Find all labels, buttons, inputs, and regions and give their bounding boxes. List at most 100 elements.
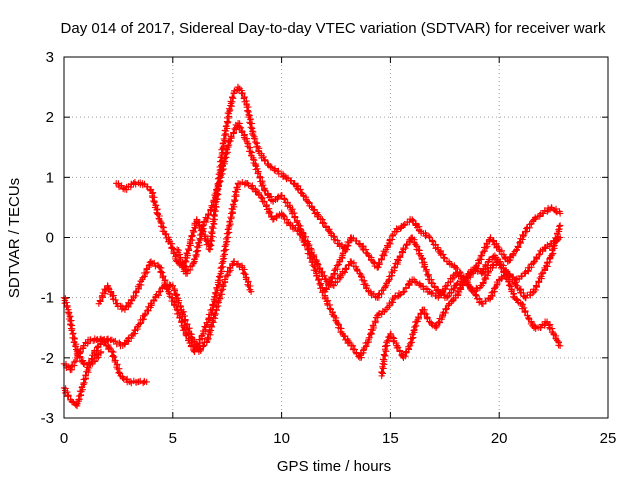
interpolated-points <box>169 282 185 311</box>
y-axis-label: SDTVAR / TECUs <box>6 178 23 298</box>
data-point <box>247 288 255 295</box>
interpolated-points <box>498 264 510 283</box>
interpolated-points <box>260 198 275 221</box>
interpolated-points <box>217 138 233 179</box>
interpolated-points <box>410 276 423 289</box>
data-point <box>400 222 407 229</box>
interpolated-points <box>357 338 372 361</box>
interpolated-points <box>391 248 407 271</box>
interpolated-points <box>330 271 345 289</box>
chart-title: Day 014 of 2017, Sidereal Day-to-day VTE… <box>61 20 606 37</box>
interpolated-points <box>261 187 275 204</box>
y-tick-label: 0 <box>46 230 54 247</box>
interpolated-points <box>297 222 311 245</box>
interpolated-points <box>331 254 346 277</box>
interpolated-points <box>206 199 220 253</box>
interpolated-points <box>530 270 545 294</box>
interpolated-points <box>374 308 388 318</box>
data-point <box>250 132 257 139</box>
interpolated-points <box>287 206 302 229</box>
y-tick-label: 2 <box>46 109 54 126</box>
series-track-5 <box>113 83 351 271</box>
interpolated-points <box>540 204 554 217</box>
interpolated-points <box>251 133 263 155</box>
y-tick-label: 3 <box>46 49 54 66</box>
interpolated-points <box>505 278 518 300</box>
interpolated-points <box>154 211 167 235</box>
series-track-7 <box>321 204 564 295</box>
interpolated-points <box>291 181 306 197</box>
interpolated-points <box>174 307 190 336</box>
interpolated-points <box>213 278 229 311</box>
interpolated-points <box>168 240 180 264</box>
interpolated-points <box>375 283 389 301</box>
interpolated-points <box>191 222 207 263</box>
interpolated-points <box>69 330 81 354</box>
y-tick-label: -3 <box>41 410 54 427</box>
series-track-4 <box>95 179 564 362</box>
data-point <box>173 246 181 253</box>
interpolated-points <box>217 223 233 275</box>
interpolated-points <box>357 271 372 294</box>
interpolated-points <box>426 234 441 252</box>
interpolated-points <box>209 272 224 313</box>
interpolated-points <box>487 234 502 251</box>
interpolated-points <box>109 348 124 377</box>
interpolated-points <box>378 343 390 377</box>
x-tick-label: 25 <box>600 430 617 447</box>
interpolated-points <box>174 247 189 275</box>
data-point <box>97 348 105 356</box>
interpolated-points <box>267 163 279 174</box>
data-point <box>356 270 364 277</box>
interpolated-points <box>479 264 494 287</box>
interpolated-points <box>522 259 537 276</box>
interpolated-points <box>439 302 452 318</box>
grid-lines <box>64 57 608 418</box>
interpolated-points <box>104 284 120 307</box>
interpolated-points <box>313 260 329 283</box>
interpolated-points <box>162 230 173 245</box>
interpolated-points <box>204 307 220 342</box>
interpolated-points <box>121 331 136 348</box>
interpolated-points <box>375 248 389 271</box>
x-tick-label: 20 <box>491 430 508 447</box>
x-tick-label: 10 <box>273 430 290 447</box>
data-point <box>556 210 564 217</box>
interpolated-points <box>409 217 423 234</box>
series-track-8 <box>378 252 564 380</box>
interpolated-points <box>393 222 405 235</box>
series-track-3 <box>60 294 105 368</box>
interpolated-points <box>418 254 432 283</box>
x-tick-label: 0 <box>60 430 68 447</box>
interpolated-points <box>236 120 251 143</box>
interpolated-points <box>445 258 458 270</box>
interpolated-points <box>219 109 233 150</box>
interpolated-points <box>409 235 423 258</box>
interpolated-points <box>418 229 433 240</box>
interpolated-points <box>522 289 537 302</box>
interpolated-points <box>382 295 397 313</box>
interpolated-points <box>491 254 504 269</box>
interpolated-points <box>244 139 259 168</box>
interpolated-points <box>131 312 147 337</box>
axis-ticks: 0 5 10 15 20 25 -3 -2 -1 0 1 2 3 <box>41 49 617 447</box>
interpolated-points <box>543 319 556 336</box>
x-tick-label: 5 <box>169 430 177 447</box>
interpolated-points <box>166 290 181 313</box>
interpolated-points <box>147 187 161 216</box>
y-tick-label: -1 <box>41 290 54 307</box>
interpolated-points <box>73 350 87 366</box>
interpolated-points <box>478 236 493 259</box>
interpolated-points <box>548 204 563 216</box>
interpolated-points <box>64 309 77 337</box>
interpolated-points <box>221 260 237 283</box>
interpolated-points <box>200 306 215 335</box>
interpolated-points <box>323 270 338 293</box>
interpolated-points <box>197 338 211 354</box>
interpolated-points <box>252 163 268 192</box>
data-points <box>60 83 564 410</box>
interpolated-points <box>514 228 529 251</box>
interpolated-points <box>365 314 381 342</box>
interpolated-points <box>470 288 485 306</box>
